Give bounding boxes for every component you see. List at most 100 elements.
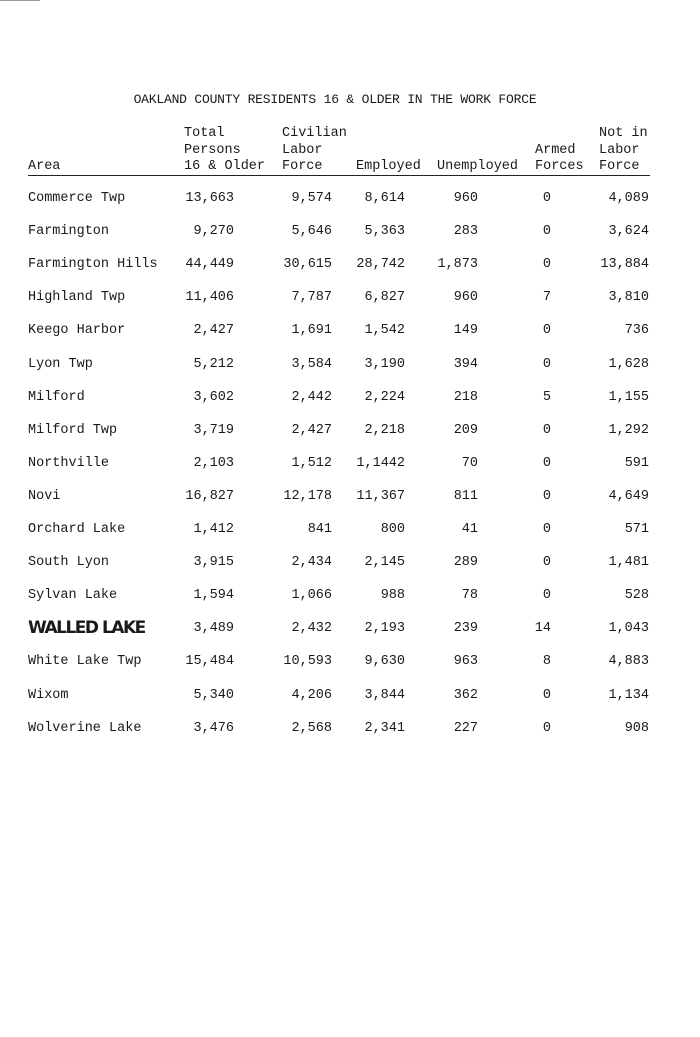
cell-area: Novi [28,488,61,504]
cell-employed: 9,630 [364,654,405,670]
column-header-not-in: Labor [599,142,640,158]
cell-unemployed: 70 [461,455,478,471]
cell-not-in: 1,134 [608,687,649,703]
cell-total: 15,484 [185,654,234,670]
cell-total: 3,489 [193,621,234,637]
table-row: Northville 2,103 1,512 1,1442 70 0 591 [0,456,700,476]
column-header-total: Total [184,126,225,141]
table-row: Sylvan Lake 1,594 1,066 988 78 0 528 [0,588,700,608]
cell-not-in: 3,810 [608,290,649,306]
column-header-civilian: Force [282,159,323,174]
cell-unemployed: 960 [453,191,478,206]
column-header-not-in: Not in [599,126,648,141]
cell-armed: 0 [542,588,551,604]
cell-armed: 8 [542,654,551,670]
cell-total: 3,915 [193,555,234,571]
cell-area: Sylvan Lake [28,588,118,604]
cell-unemployed: 394 [453,356,478,372]
cell-civilian: 9,574 [291,191,332,206]
cell-not-in: 13,884 [600,257,649,273]
cell-not-in: 3,624 [608,224,649,240]
cell-unemployed: 362 [453,687,478,703]
cell-unemployed: 963 [453,654,478,670]
cell-civilian: 1,512 [291,455,332,471]
cell-not-in: 1,043 [608,621,649,637]
cell-armed: 0 [542,522,551,537]
cell-civilian: 10,593 [283,654,332,670]
cell-not-in: 4,089 [608,191,649,206]
cell-employed: 988 [380,588,405,604]
cell-employed: 8,614 [364,191,405,206]
cell-civilian: 2,568 [291,720,332,736]
cell-civilian: 2,434 [291,555,332,571]
cell-armed: 0 [542,488,551,504]
column-header-unemployed: Unemployed [437,159,519,174]
cell-armed: 0 [542,555,551,571]
cell-armed: 0 [542,356,551,372]
cell-total: 1,594 [193,588,234,604]
cell-employed: 2,224 [364,389,405,405]
cell-unemployed: 811 [453,488,478,504]
cell-unemployed: 960 [453,290,478,306]
cell-employed: 1,1442 [356,455,405,471]
table-row: Farmington Hills 44,449 30,615 28,742 1,873 0… [0,257,700,277]
cell-civilian: 30,615 [283,257,332,273]
cell-area: Highland Twp [28,290,126,306]
cell-employed: 28,742 [356,257,405,273]
cell-civilian: 5,646 [291,224,332,240]
column-header-total: Persons [184,142,241,158]
cell-unemployed: 41 [461,522,478,537]
cell-area: Commerce Twp [28,191,126,206]
cell-employed: 3,190 [364,356,405,372]
scan-mark [0,0,40,1]
column-header-armed: Forces [535,159,584,174]
cell-employed: 800 [380,522,405,537]
cell-not-in: 1,155 [608,389,649,405]
cell-area: Keego Harbor [28,323,126,339]
cell-unemployed: 149 [453,323,478,339]
cell-unemployed: 209 [453,422,478,438]
cell-area: South Lyon [28,555,110,571]
cell-not-in: 1,292 [608,422,649,438]
page-title: OAKLAND COUNTY RESIDENTS 16 & OLDER IN T… [133,92,537,107]
column-header-civilian: Labor [282,142,323,158]
cell-civilian: 4,206 [291,687,332,703]
cell-area: Orchard Lake [28,522,126,537]
cell-civilian: 2,427 [291,422,332,438]
cell-armed: 0 [542,455,551,471]
column-header-area: Area [28,159,61,174]
cell-total: 11,406 [185,290,234,306]
cell-area: Northville [28,455,110,471]
cell-employed: 1,542 [364,323,405,339]
cell-civilian: 3,584 [291,356,332,372]
cell-civilian: 1,066 [291,588,332,604]
cell-area: WALLED LAKE [28,618,146,639]
cell-total: 13,663 [185,191,234,206]
table-row: Highland Twp 11,406 7,787 6,827 960 7 3,810 [0,290,700,310]
cell-total: 2,103 [193,455,234,471]
cell-not-in: 1,481 [608,555,649,571]
cell-total: 3,602 [193,389,234,405]
cell-civilian: 841 [307,522,332,537]
cell-area: Lyon Twp [28,356,93,372]
table-row: White Lake Twp 15,484 10,593 9,630 963 8 4,883 [0,654,700,674]
table-row: Farmington 9,270 5,646 5,363 283 0 3,624 [0,224,700,244]
table-row: South Lyon 3,915 2,434 2,145 289 0 1,481 [0,555,700,575]
table-row: Novi 16,827 12,178 11,367 811 0 4,649 [0,489,700,509]
cell-civilian: 1,691 [291,323,332,339]
cell-armed: 0 [542,422,551,438]
cell-civilian: 7,787 [291,290,332,306]
cell-employed: 6,827 [364,290,405,306]
cell-area: Farmington [28,224,110,240]
cell-armed: 7 [542,290,551,306]
column-header-armed: Armed [535,142,576,158]
cell-civilian: 2,432 [291,621,332,637]
cell-total: 1,412 [193,522,234,537]
cell-total: 5,340 [193,687,234,703]
cell-not-in: 571 [624,522,649,537]
cell-armed: 0 [542,191,551,206]
table-row: Commerce Twp 13,663 9,574 8,614 960 0 4,089 [0,191,700,211]
cell-unemployed: 78 [461,588,478,604]
cell-unemployed: 239 [453,621,478,637]
cell-unemployed: 283 [453,224,478,240]
